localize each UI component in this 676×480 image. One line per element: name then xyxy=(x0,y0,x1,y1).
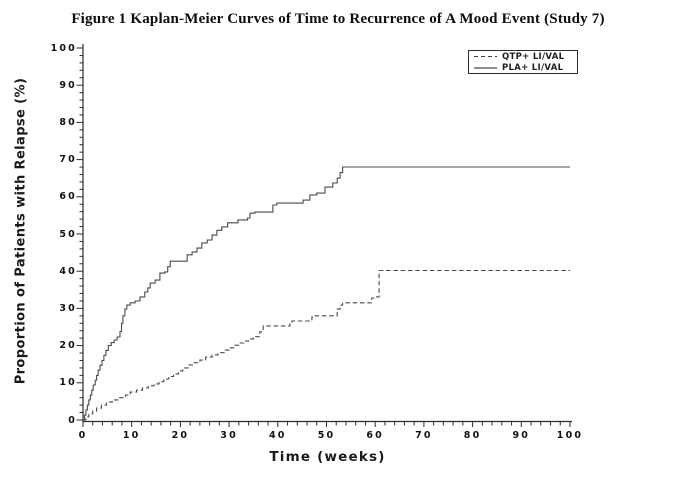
legend-label-pla: PLA+ LI/VAL xyxy=(502,62,564,73)
y-axis-label: Proportion of Patients with Relapse (%) xyxy=(13,77,29,385)
x-axis-label: Time (weeks) xyxy=(269,449,386,465)
km-curve-pla xyxy=(83,166,570,421)
figure-title: Figure 1 Kaplan-Meier Curves of Time to … xyxy=(71,11,605,27)
legend: QTP+ LI/VAL PLA+ LI/VAL xyxy=(468,50,578,74)
legend-entry-qtp: QTP+ LI/VAL xyxy=(474,52,574,62)
legend-label-qtp: QTP+ LI/VAL xyxy=(502,51,565,62)
solid-line-sample-icon xyxy=(474,66,497,69)
dashed-line-sample-icon xyxy=(474,55,497,58)
legend-entry-pla: PLA+ LI/VAL xyxy=(474,63,574,73)
km-curve-qtp xyxy=(83,269,570,421)
